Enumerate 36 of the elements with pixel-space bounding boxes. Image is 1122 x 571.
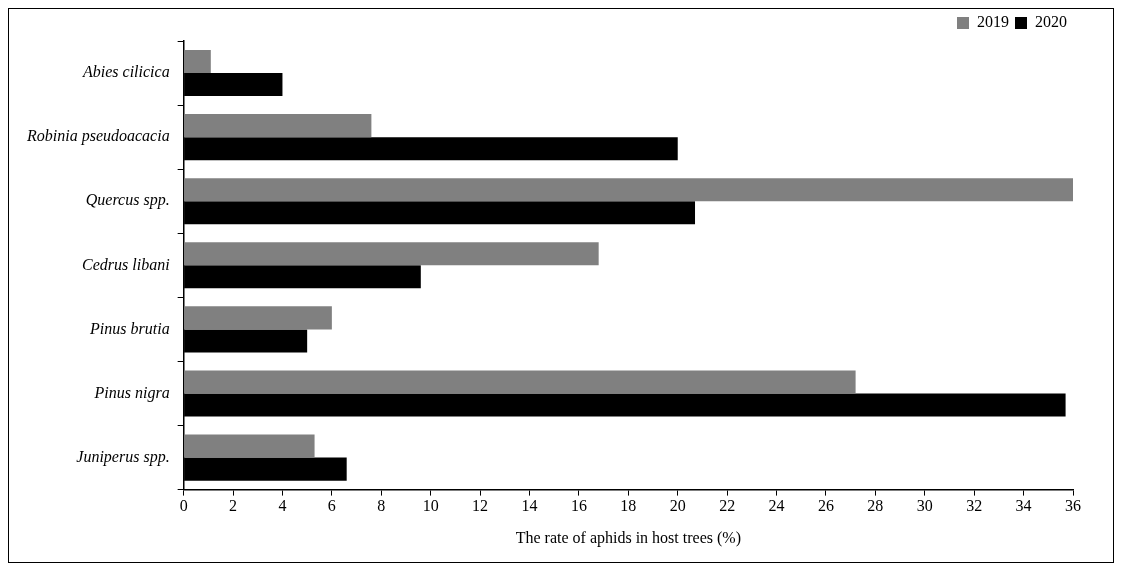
x-tick-label: 4	[278, 497, 287, 515]
bar	[184, 178, 1073, 202]
x-tick-label: 0	[179, 497, 188, 515]
x-tick-label: 34	[1015, 497, 1032, 515]
x-tick-label: 22	[719, 497, 736, 515]
x-tick-label: 2	[229, 497, 238, 515]
bar	[184, 434, 315, 458]
x-tick-label: 14	[521, 497, 538, 515]
x-tick-label: 12	[472, 497, 489, 515]
bar	[184, 114, 372, 138]
x-tick-label: 30	[916, 497, 933, 515]
bar	[184, 370, 856, 394]
y-tick-label: Pinus nigra	[93, 383, 170, 402]
bar	[184, 242, 599, 266]
x-tick-label: 24	[768, 497, 785, 515]
y-tick-label: Cedrus libani	[82, 255, 170, 273]
bar	[184, 49, 211, 74]
y-tick-label: Pinus brutia	[89, 319, 170, 337]
legend-label: 2019	[977, 13, 1009, 31]
x-tick-label: 10	[422, 497, 439, 515]
x-tick-label: 8	[377, 497, 386, 515]
x-tick-label: 18	[620, 497, 637, 515]
x-tick-label: 6	[327, 497, 336, 515]
bar	[184, 306, 332, 330]
y-tick-label: Quercus spp.	[85, 191, 170, 210]
x-tick-label: 28	[867, 497, 884, 515]
x-tick-label: 32	[966, 497, 983, 515]
legend-label: 2020	[1035, 13, 1067, 31]
x-tick-label: 26	[817, 497, 834, 515]
y-tick-label: Abies cilicica	[82, 63, 170, 81]
x-axis-title: The rate of aphids in host trees (%)	[515, 528, 741, 547]
x-tick-label: 16	[570, 497, 587, 515]
x-tick-label: 36	[1065, 497, 1081, 515]
x-tick-label: 20	[669, 497, 686, 515]
y-tick-label: Juniperus spp.	[76, 447, 170, 466]
y-tick-label: Robinia pseudoacacia	[26, 127, 170, 146]
